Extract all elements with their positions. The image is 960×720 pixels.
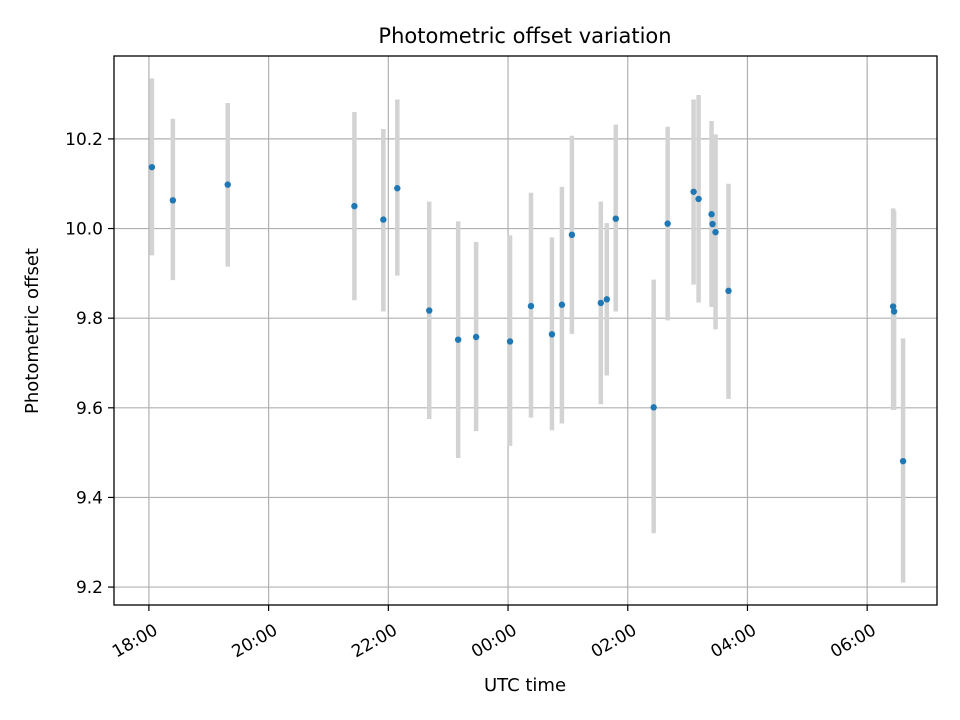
data-point — [695, 195, 702, 203]
data-point — [506, 338, 514, 345]
data-point — [527, 302, 535, 310]
y-tick-label: 10.0 — [65, 220, 103, 240]
data-point — [426, 307, 433, 314]
y-tick-label: 10.2 — [65, 130, 103, 150]
data-point — [224, 181, 231, 188]
plot-frame — [113, 55, 938, 606]
data-point — [472, 333, 480, 341]
data-point — [351, 202, 358, 210]
y-tick-label: 9.4 — [76, 488, 103, 508]
data-point — [148, 163, 156, 171]
y-tick-label: 9.8 — [76, 309, 103, 329]
y-tick-label: 9.6 — [76, 399, 103, 419]
data-point — [709, 220, 716, 228]
data-point — [380, 216, 387, 223]
data-point — [568, 231, 576, 239]
data-point — [690, 188, 697, 195]
y-axis: 9.2 9.4 9.6 9.8 10.0 10.2 — [65, 130, 114, 598]
data-point — [725, 287, 732, 295]
data-point — [612, 215, 619, 222]
data-point — [603, 296, 611, 303]
data-point — [597, 299, 605, 307]
data-point — [394, 185, 401, 192]
data-point — [169, 197, 177, 204]
data-points — [148, 163, 907, 465]
x-axis-title: UTC time — [484, 675, 566, 696]
data-point — [899, 457, 907, 465]
data-point — [712, 228, 719, 236]
data-point — [890, 308, 898, 315]
data-point — [548, 331, 556, 338]
data-point — [889, 303, 897, 310]
data-point — [708, 211, 715, 218]
data-point — [664, 220, 671, 227]
data-point — [454, 336, 462, 343]
data-point — [558, 301, 566, 308]
chart-title: Photometric offset variation — [378, 24, 671, 48]
y-axis-title: Photometric offset — [22, 248, 43, 414]
data-point — [650, 404, 657, 411]
y-tick-label: 9.2 — [76, 578, 103, 598]
grid — [114, 56, 937, 605]
